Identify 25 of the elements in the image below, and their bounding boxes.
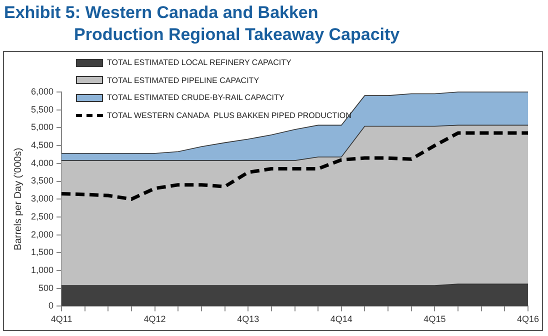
- legend-label: TOTAL ESTIMATED CRUDE-BY-RAIL CAPACITY: [107, 93, 284, 102]
- y-tick-label: 4,500: [30, 140, 54, 150]
- x-tick-label: 4Q14: [330, 314, 352, 324]
- y-axis-title: Barrels per Day ('000s): [12, 148, 24, 250]
- y-tick-label: 1,500: [30, 247, 54, 258]
- y-tick-label: 5,500: [30, 104, 54, 114]
- legend-label: TOTAL ESTIMATED LOCAL REFINERY CAPACITY: [107, 58, 292, 68]
- x-tick-label: 4Q11: [50, 314, 72, 324]
- y-tick-label: 500: [38, 282, 54, 293]
- x-tick-label: 4Q16: [516, 314, 540, 324]
- y-tick-label: 2,500: [30, 211, 54, 222]
- x-tick-label: 4Q15: [424, 314, 446, 324]
- y-tick-label: 6,000: [30, 86, 54, 96]
- line-series: [60, 131, 530, 201]
- y-tick-label: 1,000: [30, 264, 54, 275]
- x-tick-label: 4Q12: [144, 314, 166, 324]
- y-tick-label: 2,000: [30, 229, 54, 240]
- y-tick-label: 0: [48, 300, 54, 311]
- legend-label: TOTAL ESTIMATED PIPELINE CAPACITY: [107, 76, 260, 85]
- y-tick-label: 3,000: [30, 194, 54, 204]
- x-tick-label: 4Q13: [237, 314, 260, 324]
- y-tick-label: 4,000: [30, 158, 54, 168]
- chart-title: Exhibit 5: Western Canada and Bakken Production Regional Takeaway Capacity: [4, 2, 400, 46]
- y-tick-label: 3,500: [30, 176, 54, 186]
- y-tick-label: 5,000: [30, 122, 54, 132]
